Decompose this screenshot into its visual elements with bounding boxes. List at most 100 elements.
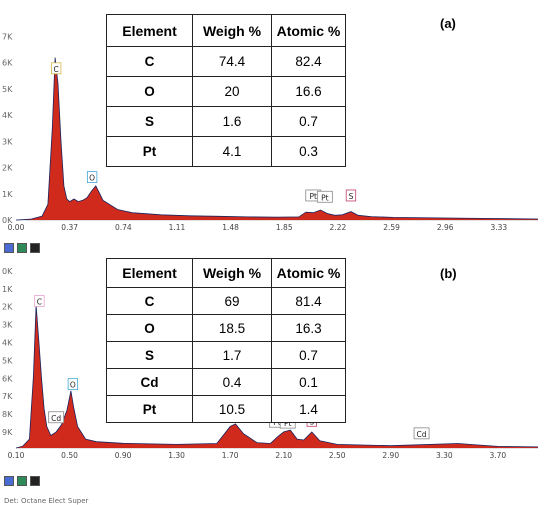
- y-tick-label: 9K: [2, 428, 13, 437]
- x-tick-label: 0.00: [8, 223, 25, 232]
- table-cell: 0.4: [192, 368, 272, 396]
- y-tick-label: 0K: [2, 216, 13, 225]
- table-row: O 20 16.6: [106, 76, 346, 107]
- table-cell: 1.6: [192, 106, 272, 137]
- peak-label: Pt: [321, 193, 329, 202]
- peak-label-box: [86, 171, 98, 184]
- spectrum-fill: [16, 304, 538, 448]
- peak-label: O: [89, 174, 95, 183]
- x-tick-label: 2.96: [437, 223, 454, 232]
- table-cell: 0.7: [271, 341, 346, 369]
- x-tick-label: 0.50: [61, 451, 78, 460]
- table-row: Cd 0.4 0.1: [106, 368, 346, 396]
- table-cell: Pt: [106, 136, 193, 167]
- table-cell: 18.5: [192, 314, 272, 342]
- table-cell: 82.4: [271, 46, 346, 77]
- view-button[interactable]: [4, 243, 14, 253]
- y-tick-label: 2K: [2, 303, 13, 312]
- peak-label: Cd: [51, 414, 61, 423]
- x-tick-label: 0.74: [115, 223, 132, 232]
- table-row: S 1.6 0.7: [106, 106, 346, 137]
- x-tick-label: 3.70: [489, 451, 506, 460]
- table-header-atomic: Atomic %: [271, 14, 346, 47]
- peak-label-box: [67, 378, 79, 391]
- table-cell: S: [106, 341, 193, 369]
- peak-label: S: [349, 192, 354, 201]
- spectrum-fill: [16, 57, 538, 220]
- peak-label-box: [413, 427, 430, 440]
- table-cell: 4.1: [192, 136, 272, 167]
- peak-label: O: [70, 381, 76, 390]
- peak-label: Pt: [284, 419, 292, 428]
- peak-label-box: [48, 411, 65, 424]
- table-header-weight: Weigh %: [192, 14, 272, 47]
- table-cell: C: [106, 287, 193, 315]
- x-tick-label: 0.10: [8, 451, 25, 460]
- x-tick-label: 1.48: [222, 223, 239, 232]
- x-tick-label: 1.30: [168, 451, 185, 460]
- y-tick-label: 4K: [2, 111, 13, 120]
- table-cell: 16.3: [271, 314, 346, 342]
- x-tick-label: 2.50: [329, 451, 346, 460]
- map-button[interactable]: [17, 476, 27, 486]
- table-row: C 69 81.4: [106, 287, 346, 315]
- y-tick-label: 2K: [2, 164, 13, 173]
- x-tick-label: 1.11: [169, 223, 186, 232]
- table-row: S 1.7 0.7: [106, 341, 346, 369]
- table-cell: S: [106, 106, 193, 137]
- table-cell: Cd: [106, 368, 193, 396]
- table-cell: 0.1: [271, 368, 346, 396]
- peak-label: Cd: [417, 430, 427, 439]
- toolbar-a: [4, 243, 40, 253]
- y-tick-label: 3K: [2, 321, 13, 330]
- view-button[interactable]: [4, 476, 14, 486]
- table-row: Pt 10.5 1.4: [106, 395, 346, 423]
- settings-button[interactable]: [30, 476, 40, 486]
- peak-label: C: [54, 65, 59, 74]
- y-tick-label: 6K: [2, 59, 13, 68]
- x-tick-label: 2.22: [330, 223, 347, 232]
- map-button[interactable]: [17, 243, 27, 253]
- y-tick-label: 6K: [2, 374, 13, 383]
- spectrum-outline: [15, 304, 539, 449]
- table-header-element: Element: [106, 258, 193, 288]
- table-row: C 74.4 82.4: [106, 46, 346, 77]
- x-tick-label: 0.37: [61, 223, 78, 232]
- x-tick-label: 1.70: [222, 451, 239, 460]
- eds-panel-a: 0K 1K 2K 3K 4K 5K 6K 7K 0.00 0.37 0.74 1.11 1.48 1.85…: [2, 14, 539, 253]
- y-tick-label: 7K: [2, 32, 13, 41]
- y-tick-label: 8K: [2, 410, 13, 419]
- y-tick-label: 1K: [2, 285, 13, 294]
- toolbar-b: [4, 476, 40, 486]
- peak-label-box: [345, 189, 357, 202]
- peak-label: Pt: [310, 192, 318, 201]
- peak-label-box: [34, 295, 45, 307]
- table-row: O 18.5 16.3: [106, 314, 346, 342]
- x-tick-label: 0.90: [115, 451, 132, 460]
- table-cell: Pt: [106, 395, 193, 423]
- y-tick-label: 0K: [2, 267, 13, 276]
- table-row: Pt 4.1 0.3: [106, 136, 346, 167]
- table-cell: 0.3: [271, 136, 346, 167]
- detector-status: Det: Octane Elect Super: [4, 497, 89, 505]
- y-tick-label: 7K: [2, 392, 13, 401]
- y-tick-label: 5K: [2, 85, 13, 94]
- peak-label-box: [51, 62, 62, 75]
- table-header-element: Element: [106, 14, 193, 47]
- panel-tag-b: (b): [440, 266, 457, 281]
- spectrum-outline: [15, 57, 539, 221]
- x-tick-label: 3.33: [490, 223, 507, 232]
- table-cell: 81.4: [271, 287, 346, 315]
- table-cell: 20: [192, 76, 272, 107]
- table-cell: 0.7: [271, 106, 346, 137]
- x-tick-label: 1.85: [276, 223, 293, 232]
- y-tick-label: 3K: [2, 137, 13, 146]
- table-cell: 10.5: [192, 395, 272, 423]
- table-header-weight: Weigh %: [192, 258, 272, 288]
- panel-tag-a: (a): [440, 16, 456, 31]
- settings-button[interactable]: [30, 243, 40, 253]
- spectrum-a: 0K 1K 2K 3K 4K 5K 6K 7K 0.00 0.37 0.74 1.11 1.48 1.85…: [2, 32, 539, 232]
- table-cell: 16.6: [271, 76, 346, 107]
- table-cell: 69: [192, 287, 272, 315]
- composition-table-a: Element Weigh % Atomic % C 74.4 82.4 O 2…: [106, 14, 346, 167]
